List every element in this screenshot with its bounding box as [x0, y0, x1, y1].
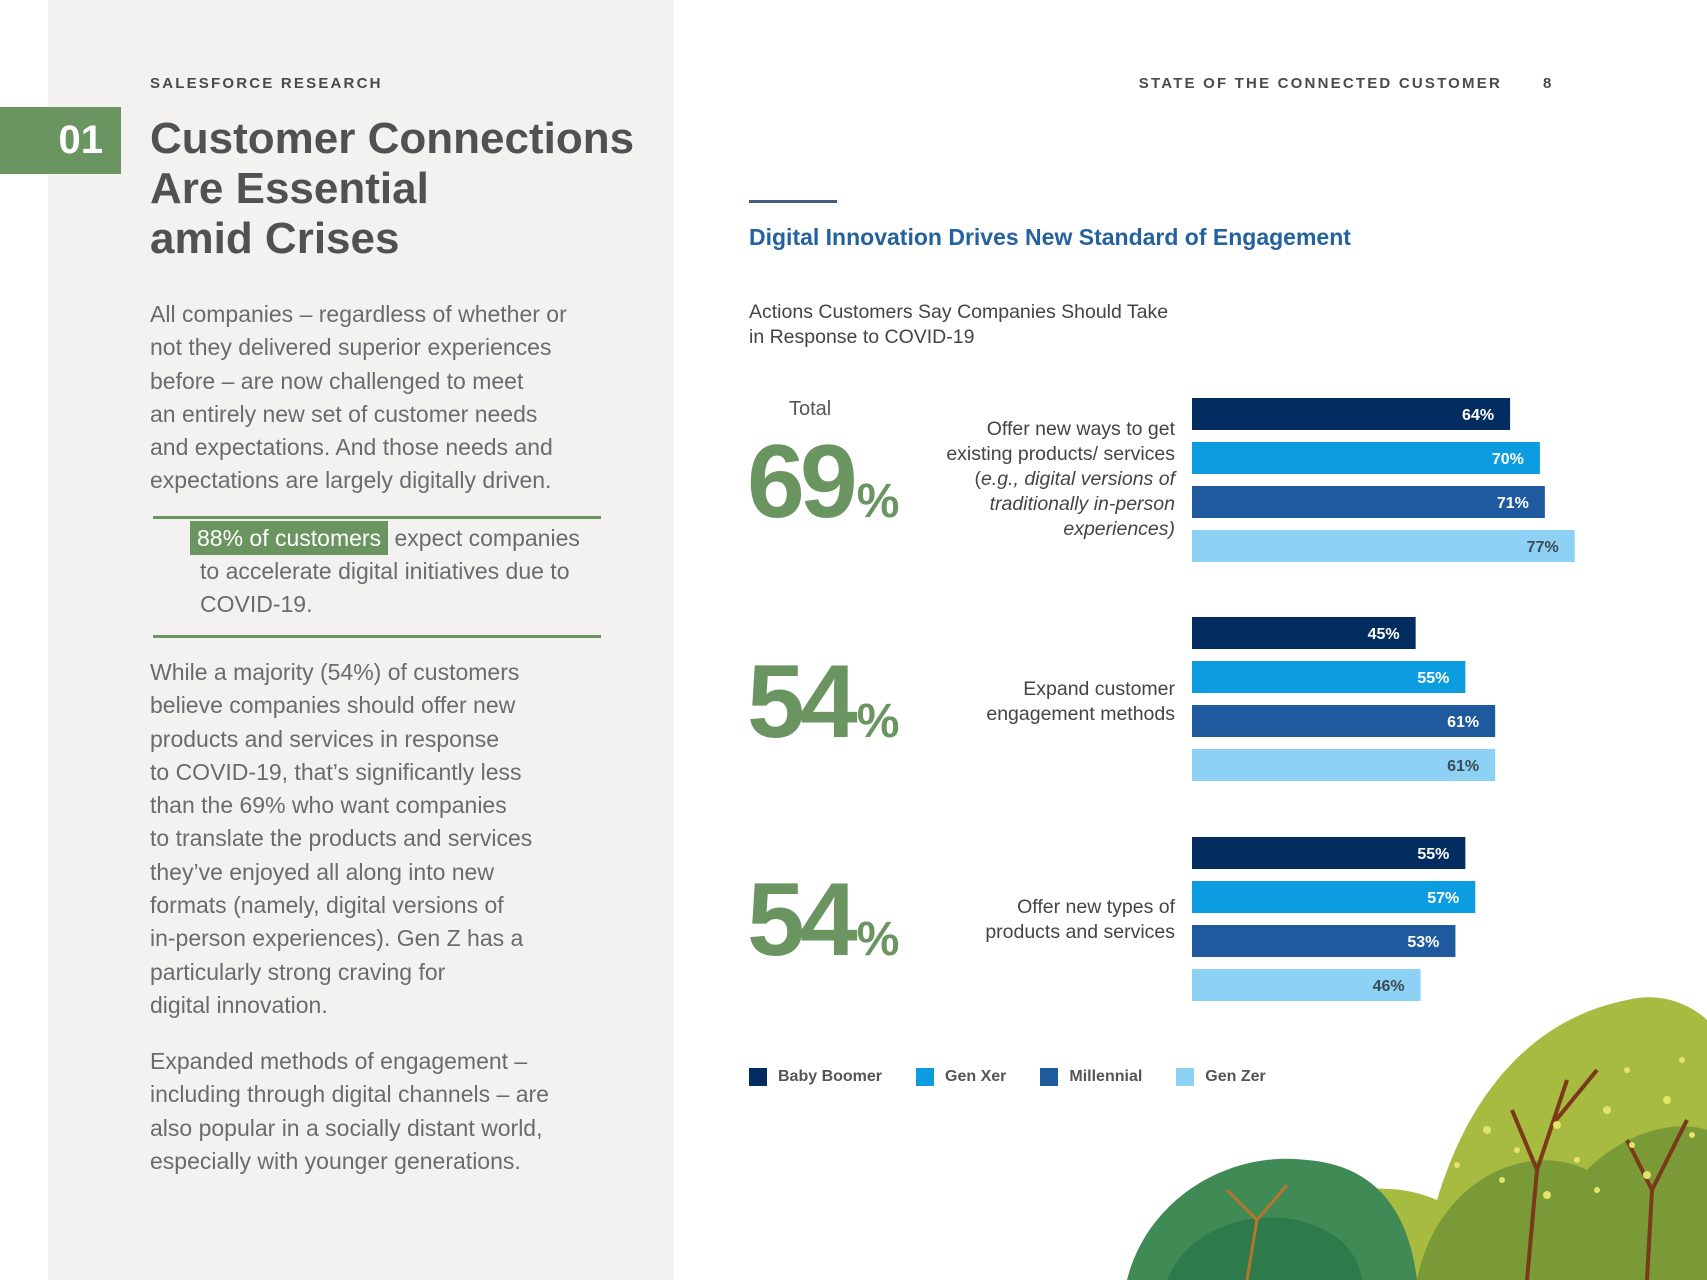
page-title: Customer Connections Are Essential amid … — [150, 114, 635, 263]
bar-baby-boomer-1 — [1192, 398, 1511, 430]
category-label-2: Expand customer engagement methods — [945, 677, 1175, 727]
legend-swatch — [1040, 1068, 1059, 1086]
callout-bottom-rule — [153, 635, 601, 638]
hill-shape — [1417, 1126, 1707, 1280]
bar-baby-boomer-2 — [1192, 617, 1416, 649]
bar-value-label: 71% — [1497, 495, 1529, 512]
bar-value-label: 45% — [1368, 626, 1400, 643]
category-label-text: Offer new ways to get existing products/… — [946, 418, 1175, 490]
callout-highlight: 88% of customers — [190, 521, 389, 555]
body-paragraph-2: While a majority (54%) of customers beli… — [150, 659, 533, 1018]
category-label-3: Offer new types of products and services — [945, 895, 1175, 945]
category-label-1: Offer new ways to get existing products/… — [945, 417, 1175, 542]
left-panel — [48, 0, 674, 1280]
legend-item-baby-boomer: Baby Boomer — [749, 1068, 882, 1086]
category-label-text: Offer new types of products and services — [985, 896, 1175, 943]
total-stat-1: 69% — [747, 430, 899, 554]
legend-item-millennial: Millennial — [1040, 1068, 1142, 1086]
legend-swatch — [749, 1068, 767, 1086]
bar-value-label: 55% — [1417, 846, 1449, 863]
legend-item-gen-zer: Gen Zer — [1176, 1068, 1266, 1086]
total-stat-value: 54 — [747, 644, 858, 760]
total-stat-percent: % — [856, 475, 900, 528]
total-stat-value: 69 — [747, 424, 858, 540]
callout: 88% of customers expect companies to acc… — [190, 521, 600, 621]
chart-legend: Baby Boomer Gen Xer Millennial Gen Zer — [749, 1068, 1266, 1086]
bar-millennial-1 — [1192, 486, 1545, 518]
bar-gen-xer-2 — [1192, 661, 1466, 693]
bush-shape — [1167, 1217, 1362, 1280]
bar-value-label: 61% — [1447, 758, 1479, 775]
forest-illustration — [1127, 997, 1707, 1280]
category-label-italic: e.g., digital versions of traditionally … — [980, 468, 1175, 540]
bar-value-label: 61% — [1447, 714, 1479, 731]
legend-label: Millennial — [1069, 1068, 1143, 1085]
legend-swatch — [1176, 1068, 1195, 1086]
bar-gen-zer-2 — [1192, 749, 1496, 781]
body-paragraph-1: All companies – regardless of whether or… — [150, 301, 567, 494]
legend-swatch — [916, 1068, 935, 1086]
bar-value-label: 70% — [1492, 451, 1524, 468]
bar-gen-zer-3 — [1192, 969, 1421, 1001]
callout-top-rule — [153, 516, 601, 519]
publisher-eyebrow: SALESFORCE RESEARCH — [150, 75, 383, 92]
callout-text: expect companies to accelerate digital i… — [200, 525, 580, 617]
tree-branches — [1510, 1068, 1689, 1280]
bar-gen-zer-1 — [1192, 530, 1575, 562]
chart-accent-rule — [749, 200, 837, 203]
bar-gen-xer-1 — [1192, 442, 1540, 474]
bar-value-label: 46% — [1373, 978, 1405, 995]
bar-millennial-3 — [1192, 925, 1456, 957]
total-label: Total — [789, 398, 832, 420]
total-stat-percent: % — [856, 913, 900, 966]
legend-label: Gen Xer — [945, 1068, 1007, 1085]
legend-label: Gen Zer — [1205, 1068, 1266, 1085]
bar-millennial-2 — [1192, 705, 1496, 737]
bar-gen-xer-3 — [1192, 881, 1476, 913]
bar-baby-boomer-3 — [1192, 837, 1466, 869]
total-stat-2: 54% — [747, 650, 899, 774]
body-paragraph-3: Expanded methods of engagement – includi… — [150, 1048, 549, 1174]
bar-value-label: 55% — [1417, 670, 1449, 687]
total-stat-3: 54% — [747, 868, 899, 992]
bar-value-label: 57% — [1427, 890, 1459, 907]
chapter-badge: 01 — [0, 107, 121, 174]
bush-branches — [1225, 1184, 1289, 1280]
total-stat-percent: % — [856, 695, 900, 748]
bar-value-label: 77% — [1527, 539, 1559, 556]
legend-label: Baby Boomer — [778, 1068, 883, 1085]
bar-value-label: 53% — [1407, 934, 1439, 951]
category-label-text: Expand customer engagement methods — [986, 678, 1175, 725]
total-stat-value: 54 — [747, 862, 858, 978]
chart-subtitle: Actions Customers Say Companies Should T… — [749, 301, 1169, 348]
page-number: 8 — [1543, 75, 1552, 92]
chart-title: Digital Innovation Drives New Standard o… — [749, 224, 1351, 250]
yellow-dots — [1454, 1057, 1695, 1199]
legend-item-gen-xer: Gen Xer — [916, 1068, 1006, 1086]
report-eyebrow: STATE OF THE CONNECTED CUSTOMER — [1138, 75, 1502, 92]
bar-value-label: 64% — [1462, 407, 1494, 424]
